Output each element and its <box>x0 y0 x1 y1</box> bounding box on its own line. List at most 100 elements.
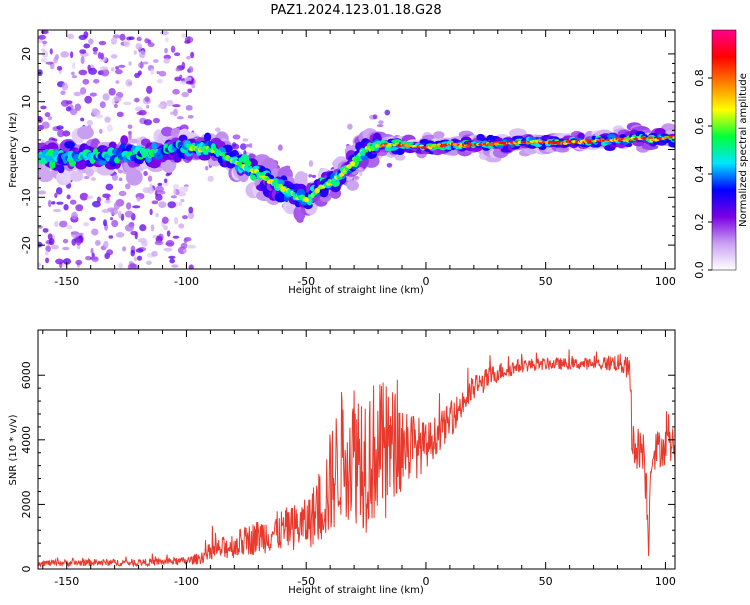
noise-blob <box>118 210 122 219</box>
noise-blob <box>136 255 143 261</box>
ridge-blob <box>292 191 296 196</box>
y-tick-label: 10 <box>20 95 33 109</box>
colorbar-bar <box>711 29 737 271</box>
noise-blob <box>74 103 82 111</box>
noise-blob <box>174 76 182 82</box>
noise-blob <box>92 46 99 52</box>
noise-blob <box>57 129 65 138</box>
noise-blob <box>187 244 197 249</box>
noise-blob <box>135 43 143 50</box>
noise-blob <box>126 202 132 210</box>
colorbar-tick-label: 0.2 <box>693 213 706 231</box>
noise-blob <box>147 42 155 48</box>
noise-blob <box>71 71 75 76</box>
noise-blob <box>143 119 153 126</box>
noise-blob <box>83 222 90 227</box>
noise-blob <box>161 216 169 224</box>
noise-blob <box>190 51 195 59</box>
x-tick-label: 50 <box>539 275 553 288</box>
noise-blob <box>115 232 125 238</box>
noise-blob <box>90 177 96 181</box>
ridge-blob <box>217 155 224 164</box>
snr-xlabel: Height of straight line (km) <box>288 585 424 596</box>
noise-blob <box>133 256 138 262</box>
noise-blob <box>111 98 116 106</box>
y-tick-label: -10 <box>20 188 33 206</box>
noise-blob <box>44 112 51 118</box>
noise-blob <box>142 187 151 194</box>
noise-blob <box>277 144 283 151</box>
noise-blob <box>181 91 189 98</box>
noise-blob <box>124 224 134 232</box>
noise-blob <box>105 183 114 191</box>
noise-blob <box>178 223 185 229</box>
noise-blob <box>79 87 87 95</box>
noise-blob <box>165 37 169 43</box>
noise-blob <box>127 124 133 129</box>
ridge-blob <box>125 169 143 186</box>
x-tick-label: -150 <box>54 575 79 588</box>
noise-blob <box>130 138 139 144</box>
ridge-blob <box>672 136 675 139</box>
noise-blob <box>173 108 178 117</box>
noise-blob <box>144 96 150 103</box>
noise-blob <box>169 258 175 264</box>
noise-blob <box>154 240 164 246</box>
ridge-blob <box>436 143 441 146</box>
noise-blob <box>139 50 146 59</box>
noise-blob <box>173 216 179 225</box>
noise-blob <box>185 80 194 85</box>
noise-blob <box>61 82 69 91</box>
noise-blob <box>155 193 163 201</box>
noise-blob <box>146 85 153 94</box>
ridge-blob <box>553 141 558 145</box>
noise-blob <box>244 143 251 148</box>
ridge-blob <box>130 154 136 162</box>
x-tick-label: 50 <box>539 575 553 588</box>
ridge-blob <box>577 132 585 140</box>
noise-blob <box>176 116 184 120</box>
ridge-blob <box>606 133 616 139</box>
noise-blob <box>110 54 118 59</box>
noise-blob <box>184 185 189 192</box>
noise-blob <box>54 192 58 198</box>
spectrogram-ylabel: Frequency (Hz) <box>8 112 19 188</box>
spectrogram-xlabel: Height of straight line (km) <box>288 285 424 296</box>
noise-blob <box>75 259 83 266</box>
snr-series-line <box>38 349 675 569</box>
noise-blob <box>75 238 82 246</box>
noise-blob <box>175 67 180 72</box>
noise-blob <box>91 256 99 263</box>
ridge-blob <box>274 192 287 203</box>
ridge-blob <box>458 144 463 148</box>
noise-blob <box>172 235 180 239</box>
ridge-blob <box>244 159 252 167</box>
noise-blob <box>160 30 169 36</box>
noise-blob <box>128 36 135 41</box>
noise-blob <box>77 232 84 236</box>
noise-blob <box>71 75 78 79</box>
noise-blob <box>163 57 170 64</box>
noise-blob <box>157 104 164 109</box>
noise-blob <box>188 264 194 269</box>
noise-blob <box>100 68 110 77</box>
noise-blob <box>54 220 59 227</box>
noise-blob <box>152 59 159 63</box>
noise-blob <box>47 116 53 121</box>
ridge-blob <box>465 145 471 148</box>
noise-blob <box>127 81 133 86</box>
noise-blob <box>165 173 170 177</box>
noise-blob <box>62 246 70 251</box>
noise-blob <box>90 247 94 254</box>
noise-blob <box>41 57 48 63</box>
noise-blob <box>119 33 126 41</box>
noise-blob <box>214 127 221 133</box>
ridge-blob <box>120 135 129 146</box>
noise-blob <box>67 33 75 40</box>
noise-blob <box>80 117 85 122</box>
noise-blob <box>164 47 168 54</box>
noise-blob <box>89 216 96 221</box>
noise-blob <box>152 235 157 239</box>
noise-blob <box>136 196 141 202</box>
chart-title: PAZ1.2024.123.01.18.G28 <box>270 3 441 18</box>
